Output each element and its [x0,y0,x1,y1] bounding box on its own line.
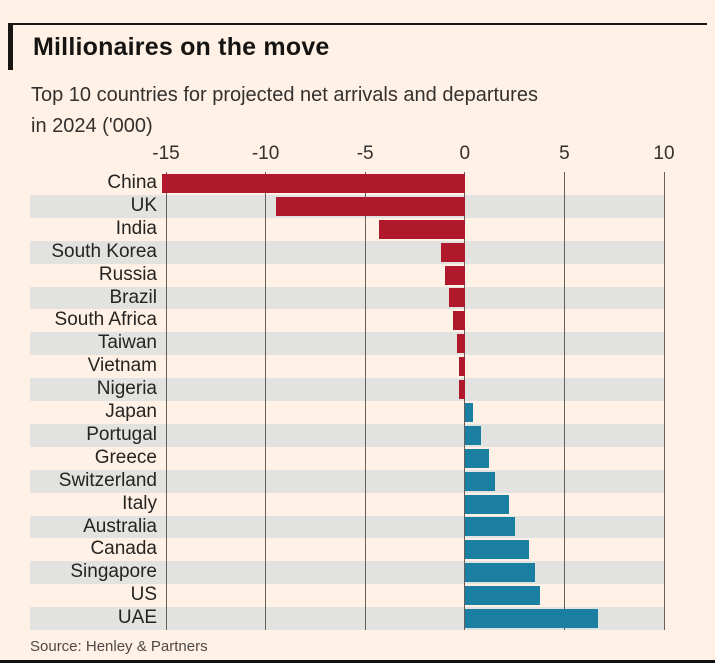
country-label: South Korea [51,240,157,262]
x-tick-label: -15 [152,143,180,164]
row-stripe [30,286,664,310]
chart-subtitle-line-1: Top 10 countries for projected net arriv… [31,84,538,106]
chart-subtitle: Top 10 countries for projected net arriv… [31,80,538,142]
bar-canada [464,540,529,560]
gridline [663,172,665,630]
x-tick-label: 0 [459,143,471,164]
bar-india [379,219,465,239]
bar-switzerland [464,471,495,491]
country-label: China [107,172,157,193]
bar-uk [275,196,465,216]
bar-brazil [448,288,465,308]
row-stripe [30,332,664,356]
bar-singapore [464,563,535,583]
country-label: Vietnam [87,355,157,377]
bar-us [464,586,541,606]
gridline [364,172,366,630]
source-note: Source: Henley & Partners [30,638,208,655]
row-stripe [30,469,664,493]
bar-south-korea [440,242,465,262]
country-label: South Africa [54,309,157,331]
country-label: India [115,217,157,239]
title-accent-bar [8,23,13,70]
top-rule [8,23,707,25]
country-label: Russia [98,263,157,285]
country-label: Australia [83,515,157,537]
country-label: UAE [117,607,157,629]
bar-china [162,173,465,193]
country-label: US [130,584,157,606]
x-tick-label: 5 [559,143,570,164]
bar-nigeria [458,380,465,400]
country-label: Brazil [109,286,157,308]
bar-south-africa [452,311,465,331]
country-label: Canada [90,538,157,560]
bar-portugal [464,425,481,445]
gridline [464,172,466,630]
bar-australia [464,517,515,537]
x-tick-label: 10 [653,143,675,164]
row-stripe [30,423,664,447]
bar-russia [444,265,465,285]
country-label: Switzerland [58,469,157,491]
bar-vietnam [458,357,465,377]
bar-italy [464,494,509,514]
gridline [165,172,167,630]
x-tick-label: -5 [356,143,374,164]
gridline [265,172,267,630]
bar-japan [464,402,473,422]
country-label: Nigeria [96,378,157,400]
x-tick-label: -10 [251,143,280,164]
country-label: Italy [122,492,157,514]
chart-title: Millionaires on the move [33,33,330,61]
chart-subtitle-line-2: in 2024 ('000) [31,115,153,137]
country-label: Portugal [86,423,157,445]
country-label: UK [130,194,157,216]
bottom-rule [0,660,715,663]
bar-greece [464,448,489,468]
bar-taiwan [456,334,465,354]
row-stripe [30,240,664,264]
bar-uae [464,609,599,629]
country-label: Singapore [70,561,157,583]
country-label: Greece [94,446,157,468]
country-label: Taiwan [97,332,157,354]
country-label: Japan [105,401,157,422]
gridline [563,172,565,630]
row-stripe [30,378,664,401]
